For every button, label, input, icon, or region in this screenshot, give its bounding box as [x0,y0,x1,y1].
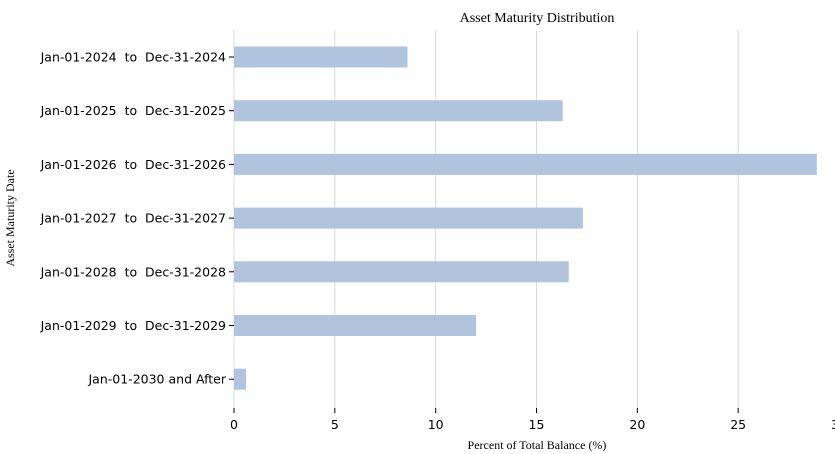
bars [234,46,817,390]
y-tick-label: Jan-01-2025 to Dec-31-2025 [40,103,226,118]
y-tick-label: Jan-01-2027 to Dec-31-2027 [40,211,226,226]
x-tick-label: 10 [428,417,444,432]
bar [234,46,408,68]
x-tick-labels: 0 5 10 15 20 25 30 [230,408,835,432]
y-tick-label: Jan-01-2028 to Dec-31-2028 [40,264,226,279]
bar [234,100,563,122]
bar [234,368,247,390]
x-tick-label: 20 [629,417,645,432]
x-axis-label: Percent of Total Balance (%) [468,438,607,452]
y-tick-labels: Jan-01-2024 to Dec-31-2024 Jan-01-2025 to… [40,50,234,387]
y-tick-label: Jan-01-2029 to Dec-31-2029 [40,318,226,333]
y-axis-label: Asset Maturity Date [3,169,17,266]
x-tick-label: 25 [730,417,746,432]
bar [234,153,817,175]
x-tick-label: 0 [230,417,238,432]
x-tick-label: 15 [529,417,545,432]
x-tick-label: 5 [331,417,339,432]
x-tick-label: 30 [831,417,835,432]
y-tick-label: Jan-01-2024 to Dec-31-2024 [40,50,226,65]
y-tick-label: Jan-01-2030 and After [88,372,227,387]
bar [234,207,583,229]
y-tick-label: Jan-01-2026 to Dec-31-2026 [40,157,226,172]
bar [234,315,476,336]
chart-title: Asset Maturity Distribution [460,11,615,26]
bar [234,261,569,283]
